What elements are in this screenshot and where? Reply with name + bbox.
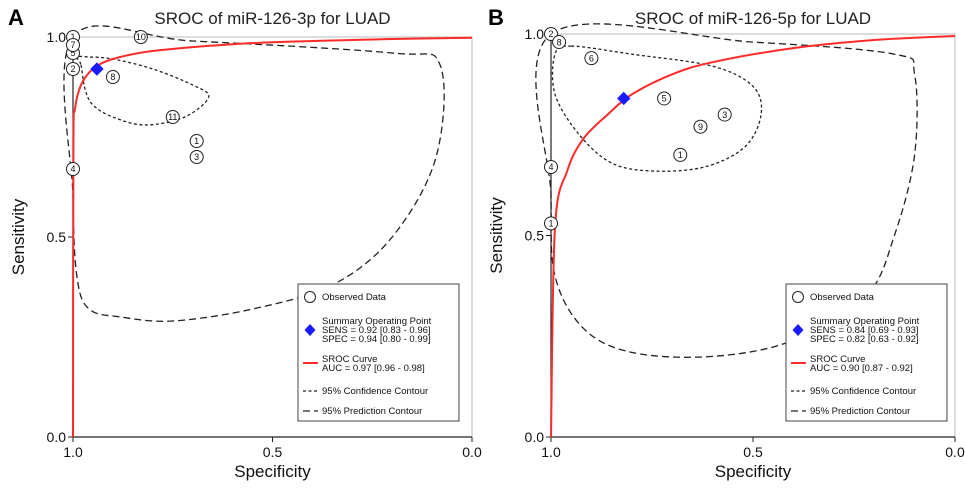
y-tick-label: 0.5 [525,228,545,244]
observed-point-label: 10 [136,32,146,42]
panel-label: A [8,5,24,30]
observed-point [717,107,732,122]
observed-point-label: 1 [548,219,553,229]
confidence-contour [551,45,763,172]
observed-point-label: 2 [70,64,75,74]
observed-point-label: 1 [70,32,75,42]
legend-sroc-auc: AUC = 0.90 [0.87 - 0.92] [810,363,913,374]
y-tick-label: 0.0 [525,429,545,445]
legend-summary-symbol [792,324,804,336]
observed-point [165,110,180,124]
x-tick-label: 0.5 [263,444,283,460]
legend-sroc-title: SROC Curve [322,354,377,365]
observed-point-label: 3 [722,110,727,120]
observed-point [66,38,80,52]
observed-point [544,216,558,231]
legend-prediction-label: 95% Prediction Contour [322,406,422,417]
observed-point [105,70,120,84]
legend-confidence-label: 95% Confidence Contour [810,386,916,397]
sroc-curve [72,36,473,438]
observed-point-label: 4 [70,164,75,174]
observed-point [544,159,558,174]
legend-summary-spec: SPEC = 0.94 [0.80 - 0.99] [322,334,431,345]
observed-point-label: 7 [70,40,75,50]
observed-point-label: 5 [662,94,667,104]
observed-point-label: 9 [698,122,703,132]
legend-observed-label: Observed Data [322,292,387,303]
observed-point-label: 2 [548,29,553,39]
y-tick-label: 0.0 [47,429,67,445]
observed-point [693,119,708,134]
legend-summary-sens: SENS = 0.92 [0.83 - 0.96] [322,325,431,336]
observed-point-label: 8 [110,72,115,82]
x-axis-title: Specificity [234,462,311,481]
x-tick-label: 0.0 [945,444,965,460]
observed-point-label: 11 [168,112,177,122]
y-tick-label: 1.0 [47,29,67,45]
observed-point-label: 1 [194,136,199,146]
chart-title: SROC of miR-126-3p for LUAD [154,9,390,28]
confidence-contour [76,55,210,126]
legend-box [297,283,460,422]
observed-point [552,35,567,50]
summary-operating-point [90,62,104,76]
x-tick-label: 1.0 [63,444,83,460]
x-tick-label: 1.0 [541,444,561,460]
prediction-contour [535,23,918,358]
chart-panel-b: B SROC of miR-126-5p for LUAD 1.0 0.5 0.0 0.0… [487,5,965,481]
legend-summary-spec: SPEC = 0.82 [0.63 - 0.92] [810,334,919,345]
summary-operating-point [617,91,631,106]
x-tick-label: 0.5 [743,444,763,460]
observed-point [189,134,204,148]
observed-point-label: 1 [678,150,683,160]
observed-point [673,147,688,162]
panel-label: B [488,5,504,30]
legend-sroc-title: SROC Curve [810,354,865,365]
observed-point [657,91,672,106]
legend-box [785,283,948,422]
observed-point [584,51,599,66]
legend-sroc-auc: AUC = 0.97 [0.96 - 0.98] [322,363,425,374]
legend-summary-sens: SENS = 0.84 [0.69 - 0.93] [810,325,919,336]
legend-summary-title: Summary Operating Point [810,316,920,327]
y-axis-title: Sensitivity [9,198,28,275]
legend-summary-symbol [304,324,316,336]
legend-confidence-label: 95% Confidence Contour [322,386,428,397]
observed-point-label: 8 [557,37,562,47]
prediction-contour [63,25,445,322]
observed-point [66,162,80,176]
legend-observed-symbol [304,291,316,303]
observed-point [66,62,80,76]
sroc-curve [550,35,956,438]
legend-prediction-label: 95% Prediction Contour [810,406,910,417]
observed-point [133,30,148,44]
observed-point-label: 4 [548,162,553,172]
chart-panel-a: A SROC of miR-126-3p for LUAD 1.0 0.5 0.0 0.0… [8,5,482,481]
y-tick-label: 0.5 [47,229,67,245]
x-axis-title: Specificity [715,462,792,481]
y-axis-title: Sensitivity [487,197,506,274]
observed-point-label: 3 [194,152,199,162]
legend-observed-label: Observed Data [810,292,875,303]
x-tick-label: 0.0 [462,444,482,460]
legend-observed-symbol [792,291,804,303]
observed-point-label: 6 [589,53,594,63]
legend: Observed Data Summary Operating PointSENS… [785,283,948,422]
legend: Observed Data Summary Operating PointSENS… [297,283,460,422]
legend-summary-title: Summary Operating Point [322,316,432,327]
chart-title: SROC of miR-126-5p for LUAD [635,9,871,28]
observed-point-label: 5 [70,48,75,58]
observed-point [189,150,204,164]
y-tick-label: 1.0 [525,26,545,42]
